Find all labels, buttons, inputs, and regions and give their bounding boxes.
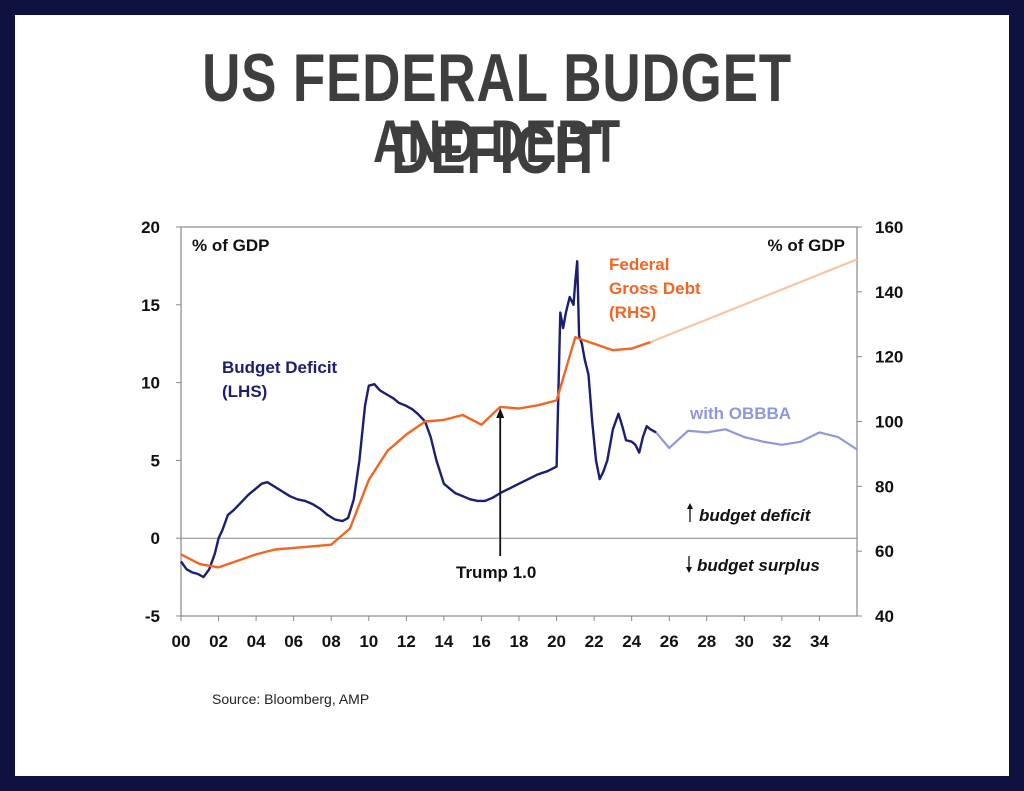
obbba-projection-line bbox=[655, 428, 858, 451]
x-tick-label: 06 bbox=[284, 632, 303, 651]
right-axis-title: % of GDP bbox=[768, 236, 845, 255]
right-tick-label: 100 bbox=[875, 413, 903, 432]
left-tick-label: 0 bbox=[151, 529, 160, 548]
right-tick-label: 40 bbox=[875, 607, 894, 626]
x-tick-label: 12 bbox=[397, 632, 416, 651]
x-tick-label: 34 bbox=[810, 632, 829, 651]
right-tick-label: 120 bbox=[875, 348, 903, 367]
budget-surplus-label: budget surplus bbox=[697, 556, 820, 575]
right-tick-label: 160 bbox=[875, 218, 903, 237]
trump-arrow-head bbox=[496, 408, 505, 418]
x-tick-label: 08 bbox=[322, 632, 341, 651]
x-tick-label: 28 bbox=[697, 632, 716, 651]
debt-label-line3: (RHS) bbox=[609, 303, 656, 322]
up-arrow-head bbox=[687, 503, 693, 509]
left-tick-label: 20 bbox=[141, 218, 160, 237]
x-tick-label: 20 bbox=[547, 632, 566, 651]
x-tick-label: 00 bbox=[172, 632, 191, 651]
x-tick-label: 16 bbox=[472, 632, 491, 651]
budget-deficit-label: budget deficit bbox=[699, 506, 812, 525]
left-tick-label: 5 bbox=[151, 451, 160, 470]
x-tick-label: 30 bbox=[735, 632, 754, 651]
x-tick-label: 22 bbox=[585, 632, 604, 651]
x-tick-label: 04 bbox=[247, 632, 266, 651]
deficit-label-line1: Budget Deficit bbox=[222, 358, 338, 377]
debt-label-line2: Gross Debt bbox=[609, 279, 701, 298]
down-arrow-head bbox=[686, 567, 692, 573]
trump-label: Trump 1.0 bbox=[456, 563, 536, 582]
x-tick-label: 14 bbox=[434, 632, 453, 651]
left-tick-label: 10 bbox=[141, 374, 160, 393]
x-tick-label: 18 bbox=[510, 632, 529, 651]
left-tick-label: 15 bbox=[141, 296, 160, 315]
obbba-label: with OBBBA bbox=[689, 404, 791, 423]
left-tick-label: -5 bbox=[145, 607, 160, 626]
x-tick-label: 24 bbox=[622, 632, 641, 651]
source-note: Source: Bloomberg, AMP bbox=[212, 691, 370, 707]
right-tick-label: 80 bbox=[875, 477, 894, 496]
chart-title-line2: AND DEBT bbox=[372, 108, 622, 175]
x-tick-label: 10 bbox=[359, 632, 378, 651]
deficit-label-line2: (LHS) bbox=[222, 382, 267, 401]
left-axis-title: % of GDP bbox=[192, 236, 269, 255]
x-tick-label: 02 bbox=[209, 632, 228, 651]
debt-label-line1: Federal bbox=[609, 255, 669, 274]
x-tick-label: 32 bbox=[772, 632, 791, 651]
right-tick-label: 60 bbox=[875, 542, 894, 561]
chart-title-line1: US FEDERAL BUDGET DEFICIT bbox=[202, 40, 792, 188]
budget-deficit-line bbox=[180, 260, 657, 579]
federal-debt-line bbox=[180, 336, 651, 569]
debt-projection-line bbox=[649, 258, 858, 344]
right-tick-label: 140 bbox=[875, 283, 903, 302]
x-tick-label: 26 bbox=[660, 632, 679, 651]
